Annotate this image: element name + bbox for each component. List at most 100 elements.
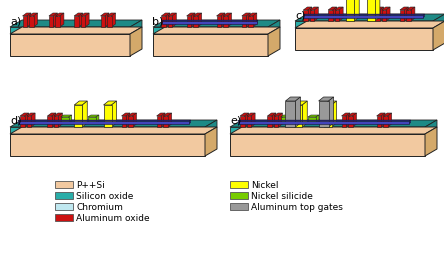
Polygon shape (10, 128, 217, 134)
Polygon shape (111, 102, 116, 128)
Polygon shape (59, 114, 63, 128)
Polygon shape (29, 14, 37, 17)
Polygon shape (81, 17, 85, 28)
Bar (55, 203, 73, 210)
Polygon shape (406, 11, 411, 22)
Polygon shape (303, 16, 423, 19)
Polygon shape (20, 114, 28, 117)
Polygon shape (157, 117, 161, 128)
Polygon shape (27, 14, 31, 28)
Bar (55, 214, 73, 221)
Polygon shape (10, 134, 205, 156)
Polygon shape (328, 8, 337, 11)
Polygon shape (88, 118, 96, 123)
Polygon shape (48, 117, 52, 128)
Polygon shape (238, 121, 409, 124)
Polygon shape (295, 22, 433, 29)
Polygon shape (406, 8, 415, 11)
Polygon shape (353, 114, 357, 128)
Polygon shape (223, 14, 231, 17)
Polygon shape (74, 106, 82, 128)
Polygon shape (167, 114, 171, 128)
Polygon shape (295, 29, 433, 51)
Polygon shape (10, 21, 142, 28)
Polygon shape (130, 21, 142, 35)
Polygon shape (53, 14, 57, 28)
Polygon shape (329, 98, 333, 128)
Polygon shape (153, 35, 268, 57)
Text: c): c) (295, 10, 305, 20)
Polygon shape (294, 102, 307, 106)
Polygon shape (386, 8, 390, 22)
Polygon shape (281, 116, 292, 118)
Polygon shape (285, 98, 301, 102)
Polygon shape (48, 114, 56, 117)
Polygon shape (375, 11, 380, 22)
Polygon shape (302, 102, 307, 128)
Polygon shape (377, 114, 385, 117)
Polygon shape (49, 17, 53, 28)
Text: Aluminum oxide: Aluminum oxide (76, 213, 150, 222)
Polygon shape (122, 117, 126, 128)
Text: d): d) (10, 116, 21, 125)
Polygon shape (324, 106, 332, 128)
Text: P++Si: P++Si (76, 180, 105, 189)
Polygon shape (205, 128, 217, 156)
Polygon shape (103, 106, 111, 128)
Text: Chromium: Chromium (76, 202, 123, 211)
Polygon shape (69, 116, 71, 123)
Text: a): a) (10, 16, 21, 26)
Polygon shape (251, 114, 255, 128)
Polygon shape (341, 114, 350, 117)
Polygon shape (383, 114, 392, 117)
Polygon shape (81, 14, 89, 17)
Polygon shape (341, 117, 346, 128)
Polygon shape (33, 14, 37, 28)
Polygon shape (103, 102, 116, 106)
Polygon shape (294, 106, 302, 128)
Polygon shape (319, 98, 333, 102)
Polygon shape (29, 17, 33, 28)
Polygon shape (246, 14, 250, 28)
Polygon shape (285, 102, 295, 128)
Polygon shape (383, 117, 388, 128)
Polygon shape (205, 121, 217, 134)
Polygon shape (217, 17, 221, 28)
Polygon shape (257, 21, 258, 24)
Polygon shape (10, 128, 205, 134)
Polygon shape (162, 22, 257, 24)
Polygon shape (248, 14, 257, 17)
Polygon shape (388, 114, 392, 128)
Polygon shape (153, 28, 280, 35)
Text: Nickel silicide: Nickel silicide (251, 191, 313, 200)
Polygon shape (163, 117, 167, 128)
Polygon shape (161, 114, 165, 128)
Polygon shape (274, 114, 282, 117)
Polygon shape (278, 114, 282, 128)
Polygon shape (49, 14, 57, 17)
Polygon shape (289, 116, 292, 123)
Polygon shape (246, 117, 251, 128)
Polygon shape (425, 128, 437, 156)
Polygon shape (303, 8, 312, 11)
Polygon shape (303, 15, 424, 16)
Polygon shape (96, 116, 99, 123)
Polygon shape (193, 17, 198, 28)
Polygon shape (333, 8, 337, 22)
Polygon shape (310, 11, 314, 22)
Polygon shape (248, 17, 253, 28)
Polygon shape (18, 121, 190, 124)
Polygon shape (153, 21, 280, 28)
Polygon shape (27, 114, 35, 117)
Polygon shape (56, 14, 64, 17)
Polygon shape (130, 28, 142, 57)
Polygon shape (423, 15, 424, 19)
Polygon shape (23, 17, 27, 28)
Polygon shape (381, 11, 386, 22)
Polygon shape (105, 14, 109, 28)
Polygon shape (404, 8, 408, 22)
Polygon shape (10, 35, 130, 57)
Polygon shape (253, 14, 257, 28)
Polygon shape (409, 121, 411, 124)
Polygon shape (242, 14, 250, 17)
